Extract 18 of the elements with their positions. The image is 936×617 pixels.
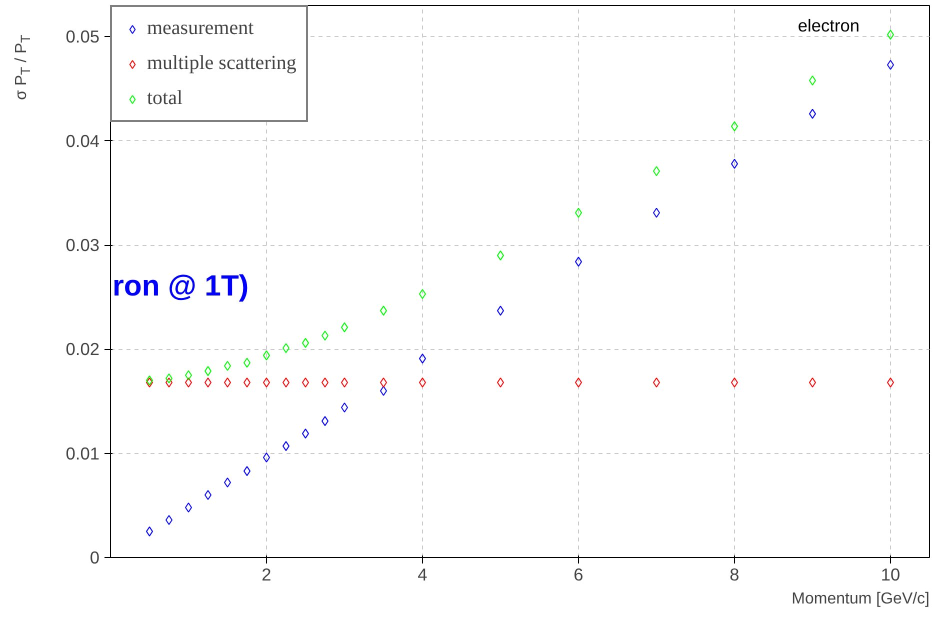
x-tick-label: 10 (880, 564, 900, 584)
y-tick-label: 0.02 (66, 339, 100, 360)
y-tick-label: 0.04 (66, 130, 100, 151)
y-tick-label: 0.03 (66, 235, 100, 256)
x-tick-label: 4 (418, 564, 428, 584)
legend-label: multiple scattering (147, 52, 296, 75)
x-tick-label: 8 (730, 564, 740, 584)
x-axis-title: Momentum [GeV/c] (792, 590, 930, 608)
annotation: ron @ 1T) (112, 270, 249, 302)
x-tick-label: 2 (262, 564, 272, 584)
annotation: electron (798, 16, 860, 36)
y-tick-label: 0 (90, 548, 100, 568)
legend-label: measurement (147, 17, 254, 40)
legend-label: total (147, 87, 183, 110)
point (419, 289, 426, 299)
x-tick-label: 6 (574, 564, 584, 584)
y-tick-label: 0.01 (66, 443, 100, 464)
y-tick-label: 0.05 (66, 26, 100, 47)
